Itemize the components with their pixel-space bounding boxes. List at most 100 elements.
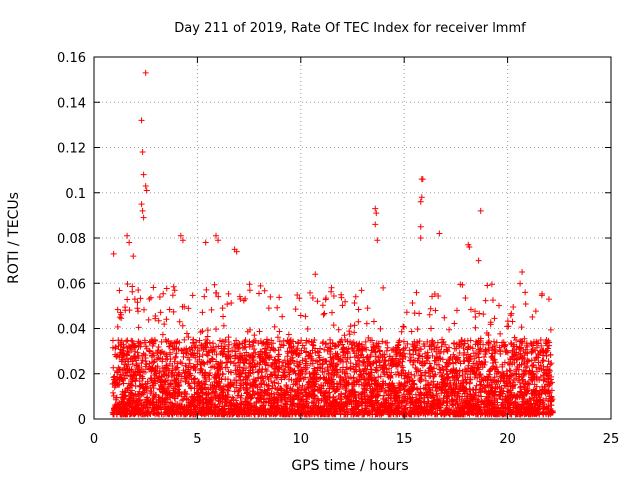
data-point: [406, 357, 413, 364]
data-point: [518, 324, 525, 331]
data-point: [150, 398, 157, 405]
data-point: [213, 379, 220, 386]
data-point: [248, 404, 255, 411]
data-point: [240, 384, 247, 391]
data-point: [112, 344, 119, 351]
data-point: [483, 330, 490, 337]
data-point: [321, 346, 328, 353]
data-point: [213, 351, 220, 358]
data-point: [416, 359, 423, 366]
data-point: [482, 297, 489, 304]
data-point: [112, 396, 119, 403]
data-point: [471, 355, 478, 362]
data-point: [370, 318, 377, 325]
data-point: [380, 284, 387, 291]
data-point: [389, 380, 396, 387]
data-point: [520, 355, 527, 362]
data-point: [372, 349, 379, 356]
data-point: [110, 389, 117, 396]
data-point: [309, 341, 316, 348]
data-point: [165, 377, 172, 384]
data-point: [231, 352, 238, 359]
data-point: [180, 350, 187, 357]
data-point: [224, 364, 231, 371]
data-point: [204, 340, 211, 347]
data-point: [416, 310, 423, 317]
data-point: [203, 286, 210, 293]
data-point: [235, 345, 242, 352]
data-point: [514, 356, 521, 363]
data-point: [258, 380, 265, 387]
data-point: [488, 381, 495, 388]
data-point: [295, 386, 302, 393]
data-point: [256, 328, 263, 335]
data-point: [146, 348, 153, 355]
data-point: [405, 369, 412, 376]
data-point: [329, 309, 336, 316]
data-point: [234, 407, 241, 414]
data-point: [261, 287, 268, 294]
data-point: [176, 318, 183, 325]
data-point: [299, 382, 306, 389]
data-point: [138, 360, 145, 367]
data-point: [183, 363, 190, 370]
data-point: [147, 375, 154, 382]
data-point: [391, 360, 398, 367]
data-point: [504, 388, 511, 395]
data-point: [228, 406, 235, 413]
data-point: [524, 350, 531, 357]
data-point: [126, 367, 133, 374]
data-point: [155, 403, 162, 410]
data-point: [137, 396, 144, 403]
data-point: [204, 327, 211, 334]
data-point: [488, 347, 495, 354]
data-point: [517, 280, 524, 287]
data-point: [137, 383, 144, 390]
data-point: [347, 365, 354, 372]
data-point: [144, 404, 151, 411]
data-point: [254, 360, 261, 367]
data-point: [247, 361, 254, 368]
data-point: [274, 365, 281, 372]
data-point: [142, 355, 149, 362]
data-point: [280, 366, 287, 373]
data-point: [355, 318, 362, 325]
data-point: [172, 354, 179, 361]
data-point: [242, 399, 249, 406]
data-point: [219, 407, 226, 414]
data-point: [281, 357, 288, 364]
data-point: [331, 343, 338, 350]
data-point: [197, 369, 204, 376]
data-point: [402, 353, 409, 360]
data-point: [112, 401, 119, 408]
data-point: [209, 346, 216, 353]
data-point: [395, 371, 402, 378]
data-point: [529, 346, 536, 353]
data-point: [254, 390, 261, 397]
data-point: [416, 377, 423, 384]
data-point: [313, 357, 320, 364]
data-point: [259, 392, 266, 399]
data-point: [312, 380, 319, 387]
data-point: [397, 356, 404, 363]
data-point: [337, 338, 344, 345]
data-point: [311, 395, 318, 402]
data-point: [520, 347, 527, 354]
data-point: [216, 400, 223, 407]
data-point: [155, 344, 162, 351]
data-point: [415, 350, 422, 357]
data-point: [160, 290, 167, 297]
data-point: [517, 410, 524, 417]
data-point: [287, 391, 294, 398]
data-point: [109, 381, 116, 388]
data-point: [196, 337, 203, 344]
data-point: [383, 347, 390, 354]
data-point: [135, 308, 142, 315]
data-point: [400, 391, 407, 398]
data-point: [310, 342, 317, 349]
data-point: [180, 396, 187, 403]
data-point: [475, 372, 482, 379]
data-point: [148, 352, 155, 359]
data-point: [244, 376, 251, 383]
data-point: [449, 373, 456, 380]
